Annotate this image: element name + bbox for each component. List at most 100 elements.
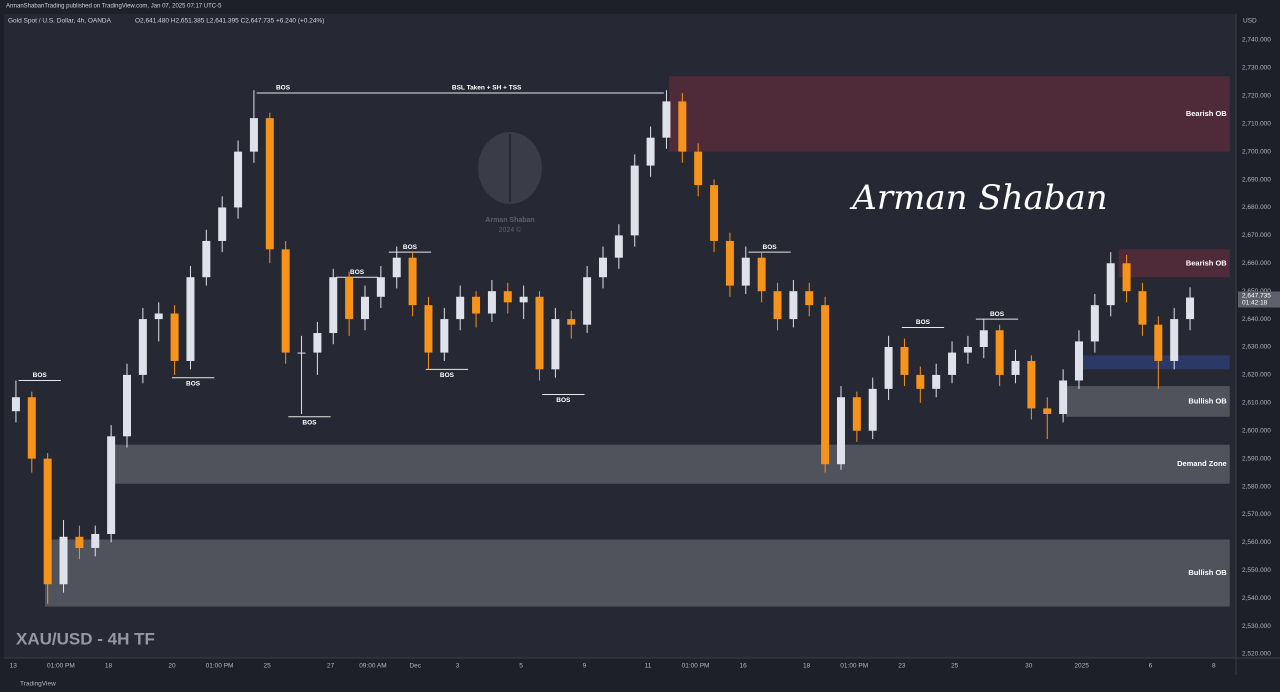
candle-body xyxy=(170,313,179,361)
x-tick-label: 20 xyxy=(168,663,176,670)
currency: USD xyxy=(1243,18,1257,25)
last-price-box xyxy=(1238,291,1280,308)
x-tick-label: 16 xyxy=(740,663,748,670)
x-tick-label: 01:00 PM xyxy=(206,663,234,670)
subtitle: XAU/USD - 4H TF xyxy=(16,629,155,648)
x-tick-label: 2025 xyxy=(1074,663,1089,670)
candle-body xyxy=(487,291,496,314)
countdown: 01:42:18 xyxy=(1242,300,1268,307)
y-tick-label: 2,620.000 xyxy=(1242,372,1271,379)
candle-body xyxy=(995,330,1004,375)
candle-body xyxy=(329,277,338,334)
candle-body xyxy=(567,319,576,325)
candle-body xyxy=(218,207,227,241)
candle-body xyxy=(884,347,893,389)
zone-label: Bullish OB xyxy=(1188,396,1227,405)
candle-body xyxy=(472,296,481,314)
x-tick-label: 01:00 PM xyxy=(47,663,75,670)
header: ArmanShabanTrading published on TradingV… xyxy=(6,4,222,10)
y-tick-label: 2,640.000 xyxy=(1242,316,1271,323)
x-tick-label: 13 xyxy=(10,663,18,670)
y-tick-label: 2,600.000 xyxy=(1242,427,1271,434)
candle-body xyxy=(408,257,417,306)
level-label: BOS xyxy=(276,85,291,92)
candle-body xyxy=(789,291,798,320)
candle-body xyxy=(836,397,845,465)
candle-body xyxy=(948,352,957,375)
candle-body xyxy=(122,374,131,437)
candle-body xyxy=(916,374,925,389)
y-tick-label: 2,680.000 xyxy=(1242,204,1271,211)
candle-body xyxy=(1011,360,1020,375)
candle-body xyxy=(821,305,830,465)
watermark: 2024 © xyxy=(499,226,523,234)
candle-body xyxy=(583,277,592,325)
ohlc-legend: O2,641.480 H2,651.385 L2,641.395 C2,647.… xyxy=(135,18,324,25)
y-tick-label: 2,630.000 xyxy=(1242,344,1271,351)
y-tick-label: 2,610.000 xyxy=(1242,400,1271,407)
watermark: Arman Shaban xyxy=(485,217,534,224)
zone xyxy=(1076,355,1230,370)
zone xyxy=(669,76,1230,152)
candle-body xyxy=(757,257,766,292)
candle-body xyxy=(249,118,258,152)
candle-body xyxy=(11,397,20,412)
candle-body xyxy=(646,137,655,166)
level-label: BOS xyxy=(440,372,455,379)
x-tick-label: 18 xyxy=(803,663,811,670)
zone xyxy=(1065,386,1230,417)
candle-body xyxy=(360,296,369,320)
x-tick-label: Dec xyxy=(409,663,421,670)
x-tick-label: 01:00 PM xyxy=(682,663,710,670)
y-tick-label: 2,540.000 xyxy=(1242,595,1271,602)
chart-title: Gold Spot / U.S. Dollar, 4h, OANDA xyxy=(8,18,112,25)
x-tick-label: 3 xyxy=(456,663,460,670)
candle-body xyxy=(91,533,100,548)
zone-label: Bearish OB xyxy=(1186,109,1227,118)
y-tick-label: 2,720.000 xyxy=(1242,93,1271,100)
candle-body xyxy=(1043,408,1052,414)
candle-body xyxy=(1027,360,1036,409)
candle-body xyxy=(186,277,195,361)
y-tick-label: 2,560.000 xyxy=(1242,539,1271,546)
candle-body xyxy=(234,151,243,208)
level-label: BSL Taken + SH + TSS xyxy=(452,85,522,92)
candle-body xyxy=(313,333,322,353)
candle-body xyxy=(1170,319,1179,361)
y-tick-label: 2,530.000 xyxy=(1242,623,1271,630)
level-label: BOS xyxy=(403,244,418,251)
candle-body xyxy=(265,118,274,250)
candle-body xyxy=(440,319,449,353)
candle-body xyxy=(1186,297,1195,320)
candle-body xyxy=(1090,305,1099,342)
candle-body xyxy=(614,235,623,258)
candle-body xyxy=(75,536,84,548)
level-label: BOS xyxy=(916,319,931,326)
candle-body xyxy=(932,374,941,389)
candle-body xyxy=(1154,324,1163,361)
candle-body xyxy=(59,536,68,585)
zone-label: Bullish OB xyxy=(1188,568,1227,577)
last-price-label: 2,647.735 xyxy=(1242,293,1271,300)
level-label: BOS xyxy=(33,372,48,379)
candle-body xyxy=(805,291,814,306)
candle-body xyxy=(154,313,163,320)
candle-body xyxy=(979,330,988,347)
candle-body xyxy=(963,347,972,353)
candle-body xyxy=(27,397,36,459)
candle-body xyxy=(868,388,877,431)
candle-body xyxy=(202,240,211,278)
candle-body xyxy=(345,277,354,320)
y-tick-label: 2,730.000 xyxy=(1242,65,1271,72)
y-tick-label: 2,550.000 xyxy=(1242,567,1271,574)
candle-body xyxy=(551,319,560,370)
y-tick-label: 2,520.000 xyxy=(1242,651,1271,658)
footer: TradingView xyxy=(20,681,56,688)
candle-body xyxy=(741,257,750,286)
candle-body xyxy=(773,291,782,320)
x-tick-label: 18 xyxy=(105,663,113,670)
level-label: BOS xyxy=(763,244,778,251)
candle-body xyxy=(297,352,306,354)
candle-body xyxy=(598,257,607,278)
y-tick-label: 2,740.000 xyxy=(1242,37,1271,44)
